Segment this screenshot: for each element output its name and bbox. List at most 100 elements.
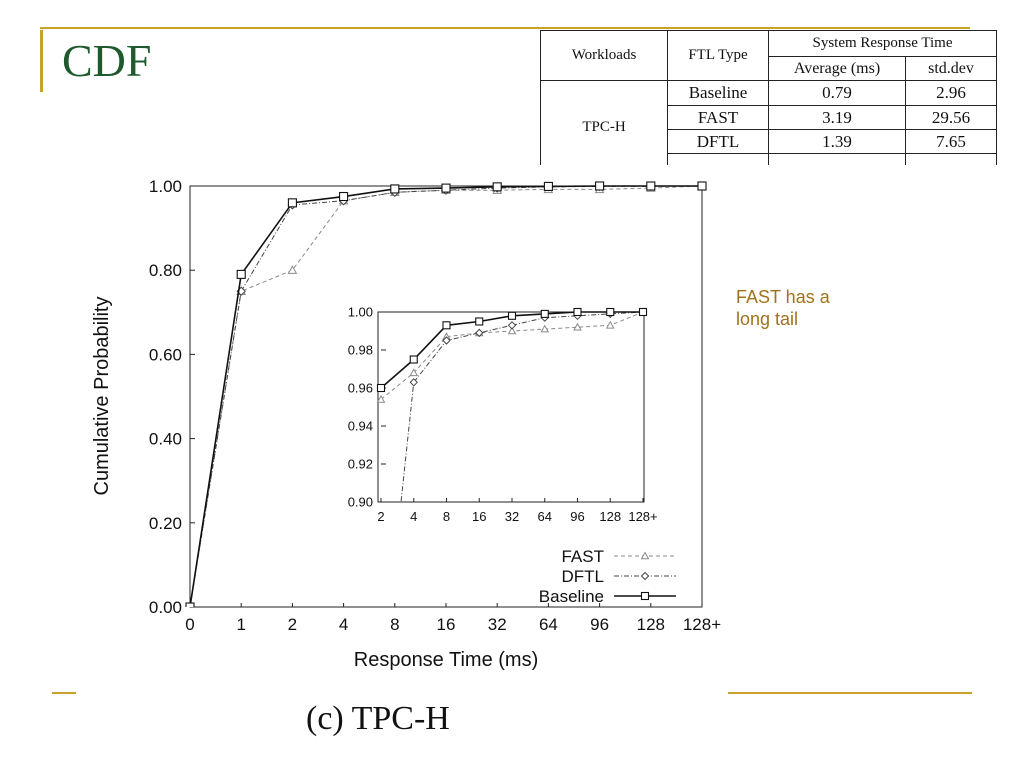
main-point-baseline: [236, 269, 246, 279]
inset-series-group: [376, 307, 648, 502]
inset-point-baseline: [507, 311, 517, 320]
bottom-left-accent-line: [52, 692, 76, 694]
table-row-std-dev: 7.65: [905, 129, 997, 154]
main-x-tick-label: 1: [236, 615, 245, 634]
inset-point-dftl: [475, 328, 484, 338]
legend-marker-dftl: [640, 571, 650, 581]
inset-point-fast: [605, 320, 615, 329]
inset-point-baseline: [376, 383, 386, 393]
inset-point-baseline: [442, 321, 451, 330]
table-row-std-dev: 29.56: [905, 105, 997, 130]
main-point-baseline: [441, 183, 451, 193]
header-average: Average (ms): [768, 56, 906, 81]
main-point-baseline: [646, 181, 656, 191]
figure-caption: (c) TPC-H: [306, 700, 450, 737]
annotation-text: FAST has a long tail: [736, 287, 830, 329]
inset-x-tick-label: 8: [443, 509, 450, 524]
main-point-fast: [287, 265, 298, 274]
inset-point-baseline: [638, 307, 648, 317]
inset-point-baseline: [409, 355, 418, 364]
inset-point-baseline: [475, 317, 484, 326]
inset-plot-frame: [377, 311, 645, 503]
main-point-baseline: [390, 184, 400, 194]
main-axis-ticks: 0 1 2 4 8 16 32 64 96 128 128+ 0.00 0.20 0.40 0.60 0.80…: [149, 177, 721, 634]
main-point-baseline: [595, 181, 605, 191]
table-row-average: 0.79: [768, 80, 906, 106]
inset-point-dftl: [409, 378, 418, 387]
main-x-tick-label: 128: [637, 615, 665, 634]
main-y-tick-label: 0.40: [149, 430, 182, 449]
inset-point-dftl: [442, 336, 451, 345]
inset-y-tick-label: 0.94: [348, 419, 373, 434]
main-point-baseline: [697, 181, 707, 191]
legend-label-dftl: DFTL: [562, 567, 605, 586]
legend-label-baseline: Baseline: [539, 587, 604, 606]
inset-y-tick-label: 0.98: [348, 343, 373, 358]
x-axis-label: Response Time (ms): [354, 649, 539, 671]
main-series-baseline: [185, 181, 707, 607]
header-system-response-time: System Response Time: [768, 30, 997, 57]
inset-y-tick-label: 0.96: [348, 381, 373, 396]
slide-title: CDF: [62, 35, 152, 86]
table-row-cut: [905, 153, 997, 165]
inset-x-tick-label: 16: [472, 509, 486, 524]
main-line-fast: [189, 185, 703, 607]
main-x-tick-label: 0: [185, 615, 194, 634]
inset-y-tick-label: 0.90: [348, 495, 373, 510]
table-row-ftl: Baseline: [667, 80, 769, 106]
legend-marker-baseline: [640, 591, 650, 601]
inset-y-tick-label: 1.00: [348, 305, 373, 320]
inset-x-tick-label: 32: [505, 509, 519, 524]
main-y-tick-label: 0.20: [149, 514, 182, 533]
inset-point-fast: [507, 326, 517, 335]
inset-point-baseline: [540, 309, 549, 318]
table-row-average: 1.39: [768, 129, 906, 154]
inset-point-baseline: [573, 307, 582, 317]
main-x-tick-label: 64: [539, 615, 558, 634]
legend-label-fast: FAST: [561, 547, 604, 566]
left-accent-bar: [40, 30, 43, 92]
main-y-tick-label: 1.00: [149, 177, 182, 196]
table-row-ftl: DFTL: [667, 129, 769, 154]
inset-x-tick-label: 128+: [628, 509, 657, 524]
inset-line-dftl: [400, 311, 644, 502]
inset-point-baseline: [606, 307, 615, 317]
main-x-tick-label: 128+: [683, 615, 721, 634]
inset-point-dftl: [507, 321, 517, 330]
main-x-tick-label: 4: [339, 615, 348, 634]
top-accent-line: [40, 27, 970, 29]
workload-cell: TPC-H: [540, 80, 668, 165]
main-point-baseline: [492, 182, 502, 192]
main-x-tick-label: 2: [288, 615, 297, 634]
inset-x-tick-label: 2: [377, 509, 384, 524]
y-axis-label: Cumulative Probability: [91, 297, 113, 496]
response-time-table: Workloads FTL Type System Response Time …: [540, 30, 1000, 165]
main-x-tick-label: 8: [390, 615, 399, 634]
inset-x-tick-label: 4: [410, 509, 417, 524]
inset-axis-ticks: 2 4 8 16 32 64 96 128 128+ 0.90 0.92 0.94 0.96 0.98 1.…: [348, 305, 658, 524]
header-std-dev: std.dev: [905, 56, 997, 81]
table-row-average: 3.19: [768, 105, 906, 130]
main-y-tick-label: 0.00: [149, 598, 182, 617]
main-x-tick-label: 96: [590, 615, 609, 634]
legend-marker-fast: [640, 551, 650, 560]
main-x-tick-label: 32: [488, 615, 507, 634]
main-point-baseline: [339, 191, 349, 202]
inset-point-fast: [573, 322, 582, 331]
inset-x-tick-label: 128: [599, 509, 621, 524]
main-series-group: [185, 180, 707, 607]
inset-x-tick-label: 64: [538, 509, 552, 524]
main-point-baseline: [185, 602, 195, 607]
bottom-right-accent-line: [728, 692, 972, 694]
inset-y-tick-label: 0.92: [348, 457, 373, 472]
inset-x-tick-label: 96: [570, 509, 584, 524]
inset-point-fast: [540, 324, 550, 333]
header-workloads: Workloads: [540, 30, 668, 81]
main-y-tick-label: 0.60: [149, 345, 182, 364]
inset-series-baseline: [376, 307, 648, 393]
inset-point-fast: [409, 368, 419, 377]
main-point-baseline: [543, 181, 553, 191]
